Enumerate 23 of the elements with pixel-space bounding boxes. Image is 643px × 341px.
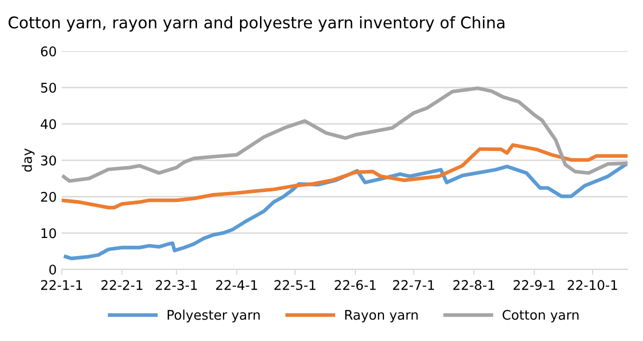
y-tick-label: 30: [41, 155, 56, 166]
x-tick-label: 22-7-1: [393, 280, 434, 290]
x-tick-label: 22-6-1: [334, 280, 376, 290]
x-tick-label: 22-4-1: [216, 280, 258, 290]
legend-label: Polyester yarn: [168, 310, 260, 322]
y-tick-label: 40: [40, 119, 56, 130]
x-tick-label: 22-1-1: [41, 280, 82, 290]
chart-title: Cotton yarn, rayon yarn and polyestre yarn inventory of China: [8, 16, 504, 32]
x-tick-label: 22-9-1: [514, 280, 555, 290]
x-tick-label: 22-2-1: [101, 280, 142, 290]
y-tick-label: 10: [42, 228, 56, 238]
y-tick-label: 60: [41, 46, 56, 56]
x-tick-label: 22-8-1: [453, 280, 494, 290]
y-tick-label: 50: [41, 82, 56, 93]
y-tick-label: 0: [49, 264, 56, 275]
x-tick-label: 22-5-1: [274, 280, 316, 290]
x-tick-label: 22-3-1: [156, 280, 197, 290]
legend-label: Rayon yarn: [345, 310, 418, 322]
legend-label: Cotton yarn: [502, 310, 578, 322]
y-tick-label: 20: [41, 192, 56, 202]
x-tick-label: 22-10-1: [568, 280, 618, 290]
y-axis-title: day: [22, 148, 35, 172]
line-series: [62, 143, 628, 210]
